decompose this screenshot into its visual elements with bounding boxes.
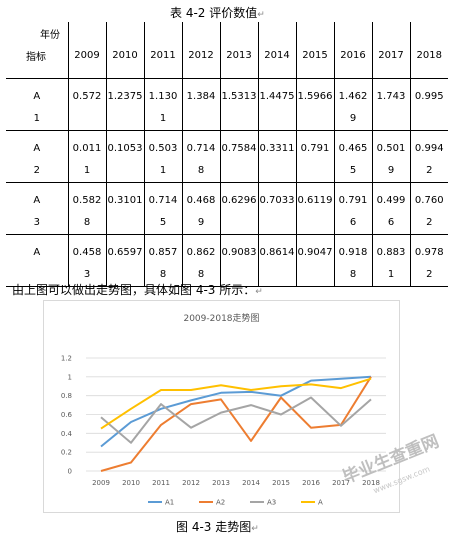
table-cell: 0.8614 (257, 234, 296, 287)
series-line-a3 (100, 396, 372, 444)
table-row: A 3 0.582 8 0.3101 0.714 5 0.468 9 0.6296 0.7033 0.… (6, 182, 448, 235)
legend-label-a1: A1 (165, 499, 174, 507)
table-cell: 0.760 2 (409, 182, 448, 235)
table-cell: 0.714 5 (143, 182, 182, 235)
table-cell: 1.5313 (219, 78, 258, 131)
table-cell: 0.862 8 (181, 234, 220, 287)
series-line-a (100, 377, 372, 430)
year-header-2013: 2013 (219, 22, 258, 79)
y-tick-label: 0.2 (61, 449, 72, 457)
row-label: A (6, 234, 68, 287)
x-tick-label: 2013 (212, 479, 230, 487)
table-cell: 0.994 2 (409, 130, 448, 183)
x-tick-label: 2017 (332, 479, 350, 487)
x-tick-label: 2014 (242, 479, 260, 487)
table-header-row: 年份 指标 2009 2010 2011 2012 2013 2014 2015 2016 20… (6, 22, 448, 79)
table-cell: 0.791 6 (333, 182, 372, 235)
table-cell: 0.499 6 (371, 182, 410, 235)
table-cell: 0.1053 (105, 130, 144, 183)
year-header-2018: 2018 (409, 22, 448, 79)
y-tick-label: 0.6 (61, 411, 73, 419)
table-cell: 1.5966 (295, 78, 334, 131)
table-cell: 0.857 8 (143, 234, 182, 287)
table-cell: 0.503 1 (143, 130, 182, 183)
y-tick-label: 0.4 (61, 430, 73, 438)
y-tick-label: 1.2 (61, 355, 72, 363)
table-cell: 0.3101 (105, 182, 144, 235)
table-cell: 0.9047 (295, 234, 334, 287)
table-cell: 0.978 2 (409, 234, 448, 287)
table-cell: 1.130 1 (143, 78, 182, 131)
table-cell: 0.995 (409, 78, 448, 131)
y-tick-label: 0.8 (61, 392, 72, 400)
table-cell: 0.883 1 (371, 234, 410, 287)
y-tick-label: 1 (68, 373, 72, 381)
table-cell: 1.462 9 (333, 78, 372, 131)
x-tick-label: 2011 (152, 479, 170, 487)
year-header-2016: 2016 (333, 22, 372, 79)
year-header-2015: 2015 (295, 22, 334, 79)
evaluation-table: 年份 指标 2009 2010 2011 2012 2013 2014 2015 2016 20… (6, 22, 448, 287)
figure-caption: 图 4-3 走势图↵ (176, 520, 259, 534)
table-cell: 0.572 (67, 78, 106, 131)
table-cell: 0.6119 (295, 182, 334, 235)
table-cell: 0.9083 (219, 234, 258, 287)
year-header-2014: 2014 (257, 22, 296, 79)
year-header-2017: 2017 (371, 22, 410, 79)
legend-label-a2: A2 (216, 499, 225, 507)
chart-svg: 0 0.2 0.4 0.6 0.8 1 1.2 2009 2010 2011 2012 2013 201… (61, 355, 386, 507)
series-line-a2 (100, 376, 372, 472)
trend-chart: 2009-2018走势图 0 0.2 0.4 0.6 0.8 1 1.2 2009 2010 20… (43, 300, 400, 513)
table-cell: 0.918 8 (333, 234, 372, 287)
table-cell: 0.582 8 (67, 182, 106, 235)
legend-label-a: A (318, 499, 323, 507)
table-cell: 0.458 3 (67, 234, 106, 287)
table-row: A 1 0.572 1.2375 1.130 1 1.384 1.5313 1.4475 1.59… (6, 78, 448, 131)
table-cell: 1.2375 (105, 78, 144, 131)
corner-year: 年份 (40, 30, 60, 41)
chart-title: 2009-2018走势图 (183, 314, 260, 324)
table-cell: 0.714 8 (181, 130, 220, 183)
x-tick-label: 2010 (122, 479, 140, 487)
table-cell: 0.6597 (105, 234, 144, 287)
table-cell: 0.791 (295, 130, 334, 183)
year-header-2009: 2009 (67, 22, 106, 79)
series-line-a1 (100, 375, 372, 448)
y-tick-label: 0 (68, 468, 72, 476)
intro-text: 由上图可以做出走势图，具体如图 4-3 所示：↵ (12, 283, 263, 297)
table-cell: 0.7033 (257, 182, 296, 235)
corner-indicator: 指标 (26, 52, 46, 63)
table-cell: 0.465 5 (333, 130, 372, 183)
year-header-2012: 2012 (181, 22, 220, 79)
table-row: A 0.458 3 0.6597 0.857 8 0.862 8 0.9083 0.8614 0.9… (6, 234, 448, 287)
table-cell: 1.384 (181, 78, 220, 131)
table-cell: 0.468 9 (181, 182, 220, 235)
corner-cell: 年份 指标 (6, 22, 68, 79)
x-tick-label: 2018 (362, 479, 380, 487)
table-row: A 2 0.011 1 0.1053 0.503 1 0.714 8 0.7584 0.3311 0.… (6, 130, 448, 183)
table-cell: 0.3311 (257, 130, 296, 183)
x-tick-label: 2016 (302, 479, 320, 487)
year-header-2011: 2011 (143, 22, 182, 79)
table-cell: 1.743 (371, 78, 410, 131)
x-tick-label: 2009 (92, 479, 110, 487)
x-tick-label: 2015 (272, 479, 290, 487)
x-tick-label: 2012 (182, 479, 200, 487)
year-header-2010: 2010 (105, 22, 144, 79)
table-cell: 0.7584 (219, 130, 258, 183)
table-caption: 表 4-2 评价数值↵ (170, 6, 265, 20)
legend-label-a3: A3 (267, 499, 276, 507)
table-cell: 0.6296 (219, 182, 258, 235)
table-cell: 0.011 1 (67, 130, 106, 183)
paragraph-mark: ↵ (257, 10, 265, 20)
table-cell: 1.4475 (257, 78, 296, 131)
table-cell: 0.501 9 (371, 130, 410, 183)
